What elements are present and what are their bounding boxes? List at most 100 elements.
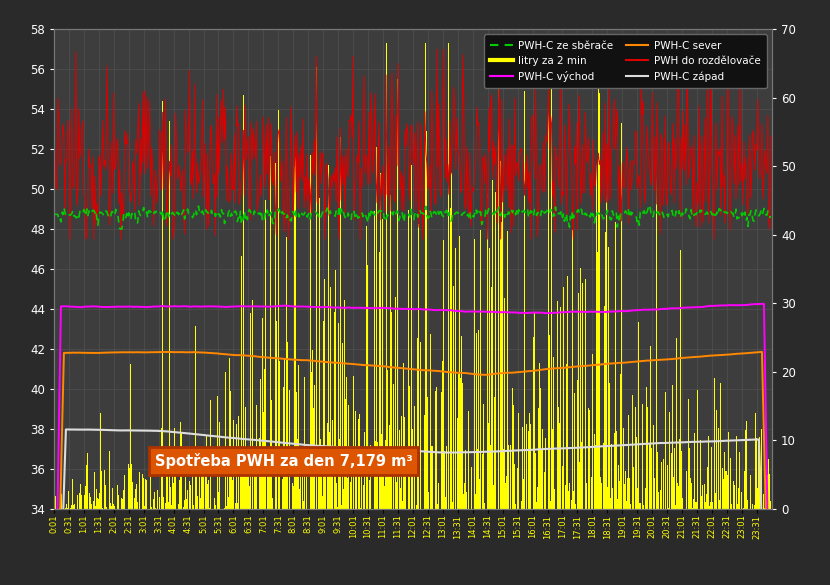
Bar bbox=[121, 498, 122, 509]
Bar bbox=[568, 491, 569, 509]
Bar bbox=[603, 443, 604, 509]
Bar bbox=[710, 447, 711, 509]
Bar bbox=[334, 270, 335, 509]
Bar bbox=[610, 498, 611, 509]
Bar bbox=[554, 489, 555, 509]
Bar bbox=[208, 480, 209, 509]
Bar bbox=[619, 481, 620, 509]
Bar bbox=[382, 219, 383, 509]
Bar bbox=[597, 253, 598, 509]
Bar bbox=[231, 470, 232, 509]
Bar bbox=[238, 416, 239, 509]
Bar bbox=[187, 490, 188, 509]
Bar bbox=[709, 506, 710, 509]
Bar bbox=[145, 479, 146, 509]
Bar bbox=[345, 377, 347, 509]
Bar bbox=[247, 456, 248, 509]
Bar bbox=[595, 445, 596, 509]
Bar bbox=[162, 101, 164, 509]
Bar bbox=[579, 463, 580, 509]
Bar bbox=[536, 503, 537, 509]
Bar bbox=[533, 338, 534, 509]
Bar bbox=[129, 467, 130, 509]
Bar bbox=[565, 485, 566, 509]
Bar bbox=[559, 423, 560, 509]
Bar bbox=[632, 467, 634, 509]
Bar bbox=[764, 508, 765, 509]
Bar bbox=[157, 490, 159, 509]
Bar bbox=[650, 346, 651, 509]
Bar bbox=[607, 487, 608, 509]
Bar bbox=[66, 504, 67, 509]
Bar bbox=[768, 475, 769, 509]
Bar bbox=[660, 490, 661, 509]
Bar bbox=[608, 247, 609, 509]
Bar bbox=[524, 91, 525, 509]
Bar bbox=[219, 422, 220, 509]
Bar bbox=[551, 43, 552, 509]
Bar bbox=[298, 366, 299, 509]
Bar bbox=[209, 508, 210, 509]
Bar bbox=[282, 479, 283, 509]
Bar bbox=[665, 393, 666, 509]
Bar bbox=[226, 506, 227, 509]
Bar bbox=[380, 434, 382, 509]
Bar bbox=[515, 504, 516, 509]
Bar bbox=[323, 321, 324, 509]
Bar bbox=[302, 464, 303, 509]
Bar bbox=[235, 504, 236, 509]
Bar bbox=[493, 485, 494, 509]
Bar bbox=[478, 329, 479, 509]
Bar bbox=[354, 411, 355, 509]
Bar bbox=[266, 469, 268, 509]
Bar bbox=[621, 123, 622, 509]
Bar bbox=[622, 428, 624, 509]
Bar bbox=[304, 377, 305, 509]
Bar bbox=[708, 436, 709, 509]
Bar bbox=[510, 445, 511, 509]
Bar bbox=[227, 463, 228, 509]
Bar bbox=[199, 476, 200, 509]
Bar bbox=[190, 485, 191, 509]
Bar bbox=[183, 507, 184, 509]
Bar bbox=[537, 487, 538, 509]
Bar bbox=[585, 278, 586, 509]
Bar bbox=[459, 236, 461, 509]
Bar bbox=[236, 424, 237, 509]
Bar bbox=[53, 479, 55, 509]
Bar bbox=[695, 502, 696, 509]
Bar bbox=[61, 494, 62, 509]
Bar bbox=[437, 504, 438, 509]
Bar bbox=[436, 391, 437, 509]
Bar bbox=[93, 501, 95, 509]
Bar bbox=[237, 504, 238, 509]
Bar bbox=[691, 508, 692, 509]
Bar bbox=[734, 485, 735, 509]
Bar bbox=[171, 505, 172, 509]
Bar bbox=[330, 470, 332, 509]
Bar bbox=[390, 195, 392, 509]
Bar bbox=[769, 474, 770, 509]
Bar bbox=[666, 464, 667, 509]
Bar bbox=[639, 503, 640, 509]
Bar bbox=[504, 298, 505, 509]
Bar bbox=[637, 322, 639, 509]
Bar bbox=[97, 498, 98, 509]
Bar bbox=[541, 449, 542, 509]
Bar bbox=[700, 441, 701, 509]
Bar bbox=[578, 293, 579, 509]
Bar bbox=[598, 43, 599, 509]
Bar bbox=[201, 471, 202, 509]
Bar bbox=[337, 507, 338, 509]
Bar bbox=[363, 485, 364, 509]
Bar bbox=[489, 248, 491, 509]
Bar bbox=[248, 456, 249, 509]
Bar bbox=[426, 43, 427, 509]
Bar bbox=[400, 488, 402, 509]
Bar bbox=[651, 448, 652, 509]
Bar bbox=[242, 476, 243, 509]
Bar bbox=[174, 428, 175, 509]
Bar bbox=[667, 508, 669, 509]
Bar bbox=[580, 269, 581, 509]
Bar bbox=[476, 333, 477, 509]
